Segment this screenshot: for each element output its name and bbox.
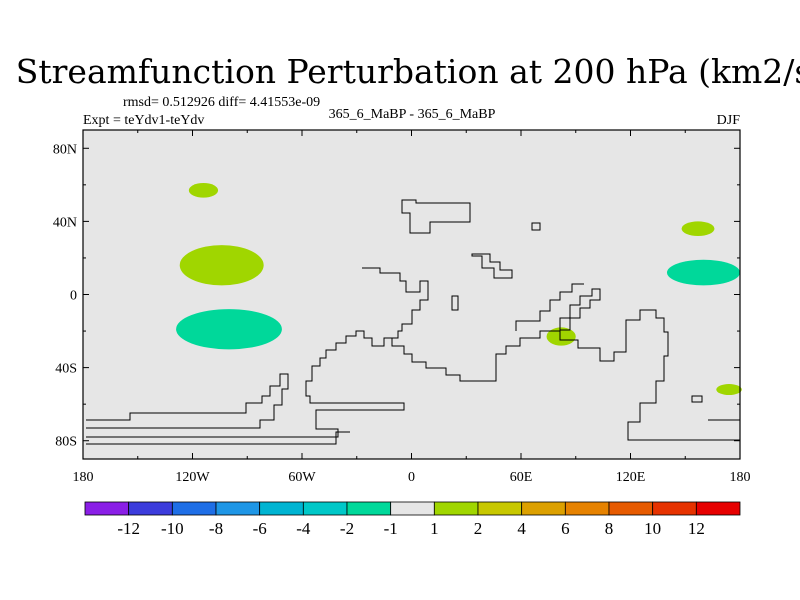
- colorbar-label: -12: [117, 519, 140, 538]
- colorbar-label: -10: [161, 519, 184, 538]
- coastline-africa-asia: [391, 288, 740, 441]
- coastlines: [86, 199, 740, 445]
- axis-layer: 180 120W 60W 0 60E 120E 180 80N 40N 0 40S 80S: [53, 130, 751, 485]
- colorbar-label: 10: [644, 519, 661, 538]
- colorbar-swatch: [346, 501, 392, 516]
- stats-text: rmsd= 0.512926 diff= 4.41553e-09: [123, 95, 320, 110]
- coastline-pacific-isle: [691, 395, 703, 403]
- colorbar-label: -1: [384, 519, 398, 538]
- colorbar-swatch: [128, 501, 173, 516]
- colorbar-swatch: [477, 501, 523, 516]
- colorbar-label: 2: [474, 519, 483, 538]
- colorbar-swatch: [695, 501, 741, 516]
- blob-spac-edge: [716, 384, 742, 396]
- colorbar: -12 -10 -8 -6 -4 -2 -1 1 2 4 6 8 10 12: [84, 501, 741, 538]
- x-tick-label: 60W: [288, 470, 316, 485]
- blob-epac-north: [179, 245, 264, 286]
- x-tick-label: 180: [73, 470, 94, 485]
- blob-epac-south: [176, 309, 282, 350]
- y-tick-label: 40S: [55, 362, 77, 377]
- colorbar-swatch: [608, 501, 654, 516]
- blob-indian-south: [546, 327, 576, 346]
- blob-wpac-tropics: [667, 259, 740, 286]
- colorbar-swatch: [259, 501, 304, 516]
- coastline-island-east: [531, 222, 541, 231]
- colorbar-label: 4: [517, 519, 526, 538]
- colorbar-label: 8: [605, 519, 614, 538]
- x-tick-label: 180: [730, 470, 751, 485]
- colorbar-label: -4: [296, 519, 311, 538]
- colorbar-swatch: [433, 501, 479, 516]
- coastline-south-west: [86, 373, 289, 429]
- blob-npac-north: [188, 183, 219, 198]
- season-label: DJF: [717, 113, 741, 128]
- colorbar-swatch: [564, 501, 610, 516]
- x-tick-label: 120W: [175, 470, 210, 485]
- colorbar-label: 1: [430, 519, 439, 538]
- colorbar-label: -6: [253, 519, 267, 538]
- colorbar-label: 6: [561, 519, 570, 538]
- colorbar-swatch: [302, 501, 348, 516]
- map-background: [83, 130, 740, 459]
- chart-title: Streamfunction Perturbation at 200 hPa (…: [16, 52, 800, 91]
- colorbar-label: -8: [209, 519, 223, 538]
- coastline-island-small: [451, 295, 459, 311]
- colorbar-swatch: [390, 501, 435, 516]
- y-tick-label: 80N: [53, 142, 77, 157]
- colorbar-swatch: [652, 501, 697, 516]
- colorbar-label: 12: [688, 519, 705, 538]
- x-tick-label: 0: [408, 470, 415, 485]
- x-tick-label: 60E: [510, 470, 533, 485]
- colorbar-swatch: [215, 501, 261, 516]
- y-tick-label: 40N: [53, 215, 77, 230]
- coastline-americas: [86, 267, 429, 438]
- coastline-greenland: [401, 199, 471, 234]
- colorbar-swatch: [521, 501, 566, 516]
- y-tick-label: 0: [70, 289, 77, 304]
- y-tick-label: 80S: [55, 435, 77, 450]
- x-tick-label: 120E: [616, 470, 646, 485]
- coastline-arabia: [515, 283, 584, 331]
- run-label: 365_6_MaBP - 365_6_MaBP: [329, 107, 496, 122]
- experiment-label: Expt = teYdv1-teYdv: [83, 113, 204, 128]
- anomaly-layer: [176, 183, 742, 396]
- colorbar-label: -2: [340, 519, 354, 538]
- coastline-south-edge: [86, 431, 350, 445]
- blob-wpac-north: [681, 221, 715, 237]
- coastline-asia-north: [471, 253, 513, 279]
- colorbar-swatch: [171, 501, 217, 516]
- colorbar-swatch: [84, 501, 130, 516]
